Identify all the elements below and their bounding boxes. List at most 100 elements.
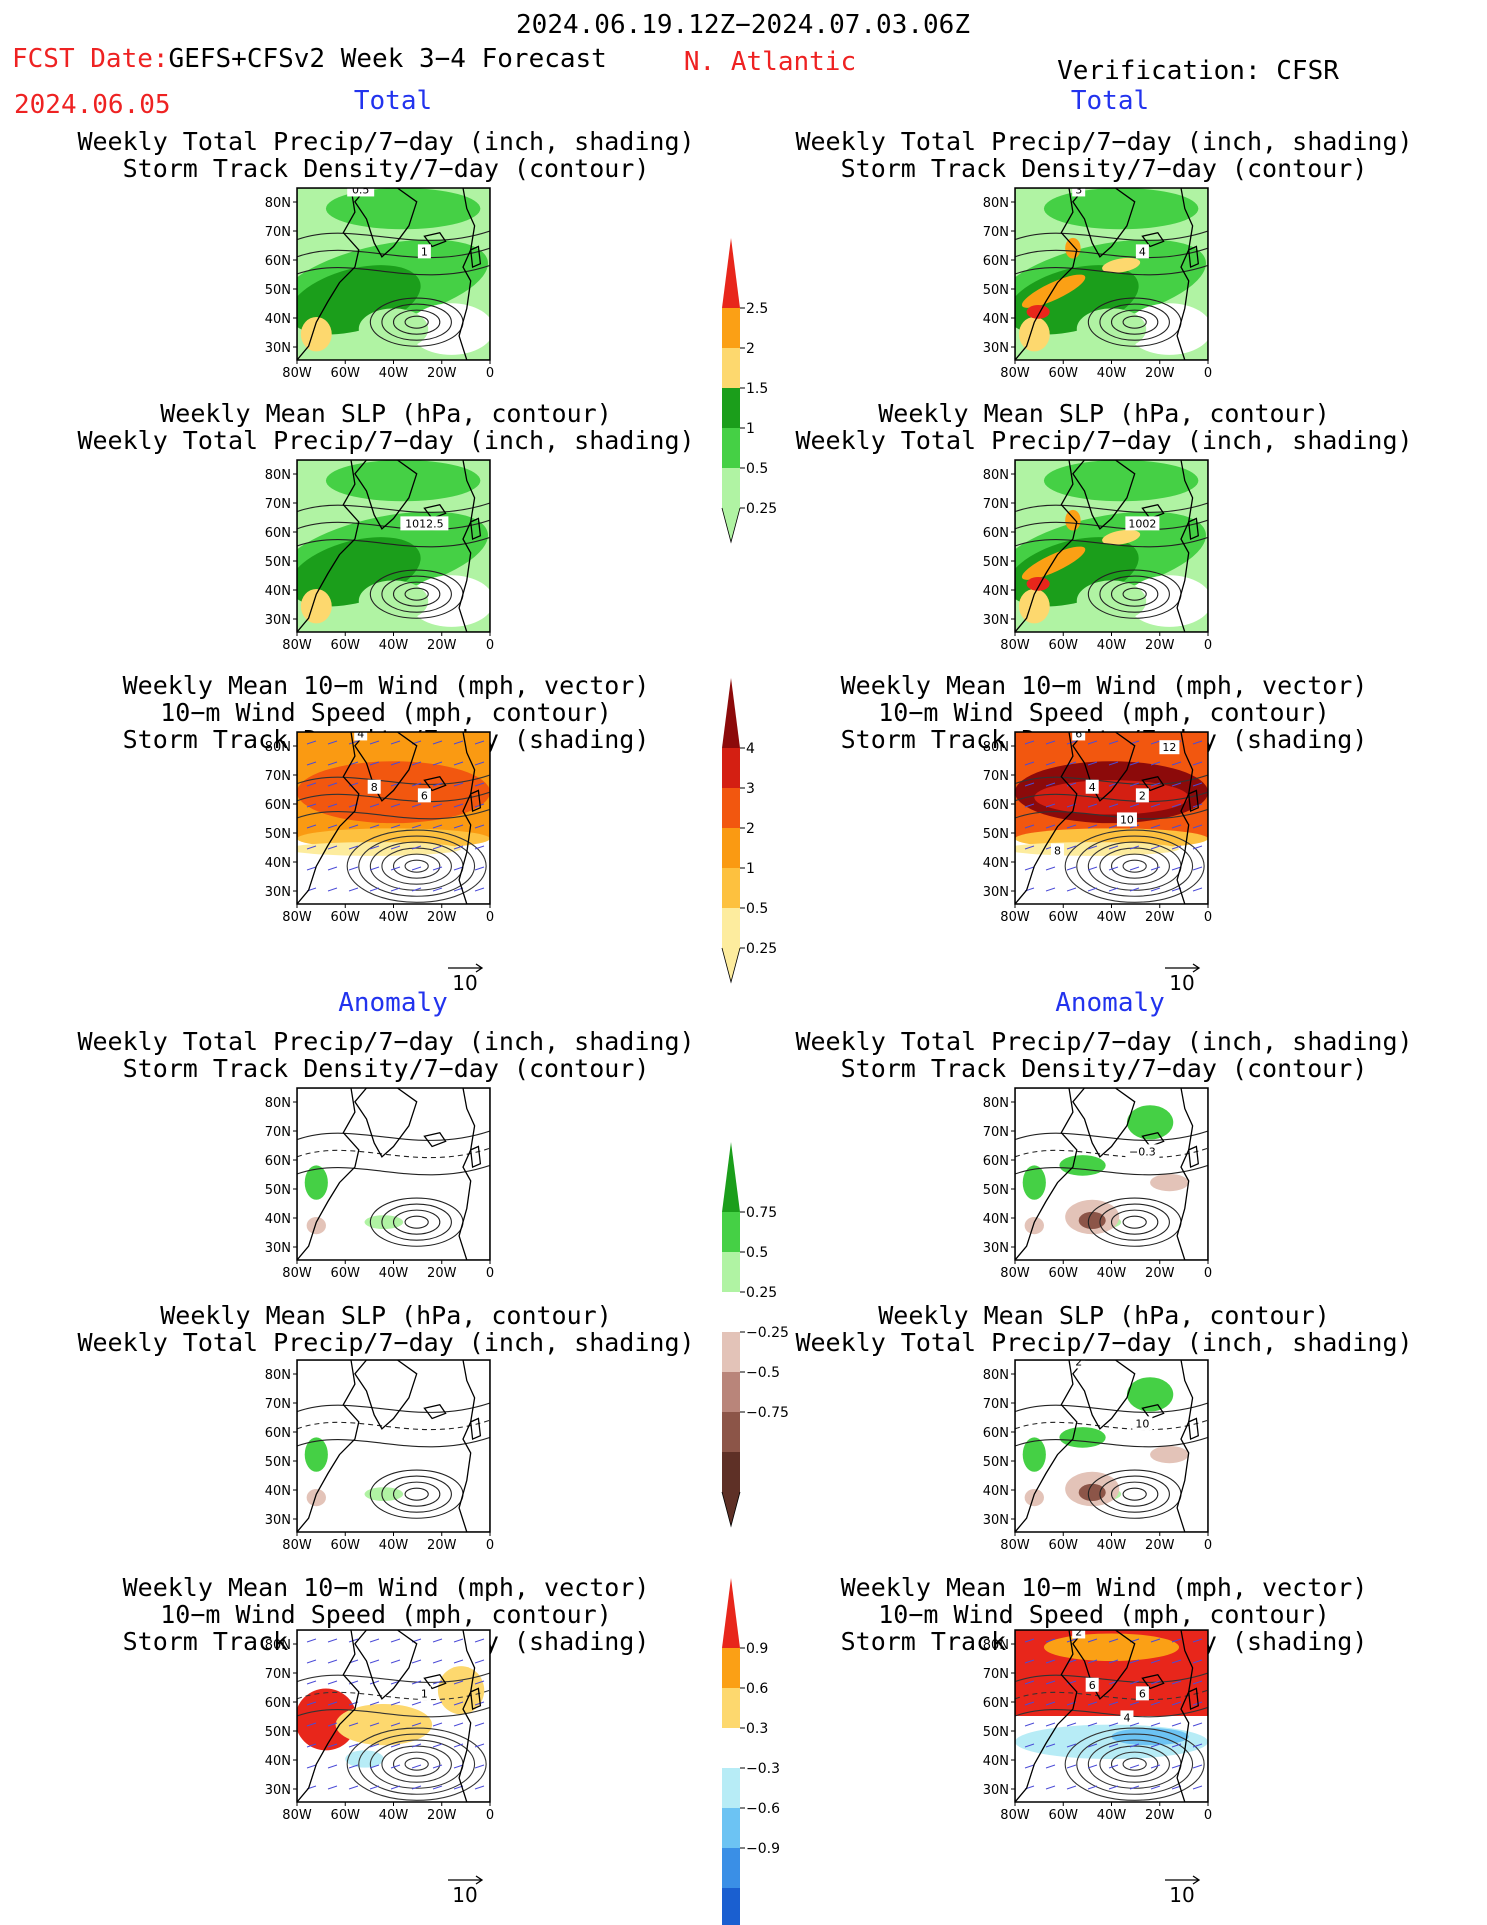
contour-line (381, 303, 452, 341)
colorbar-label: 0.6 (746, 1681, 768, 1697)
lon-label: 20W (1145, 910, 1175, 925)
wind-vector (1045, 1659, 1056, 1664)
colorbar-label: 0.3 (746, 1721, 768, 1737)
vector-reference-label: 10 (452, 971, 477, 995)
contour-line (381, 575, 452, 613)
wind-vector (1150, 866, 1161, 871)
lon-label: 0 (1204, 910, 1212, 925)
lat-label: 80N (983, 1368, 1009, 1383)
wind-vector (369, 1701, 380, 1706)
greenland-coast (354, 188, 418, 258)
wind-vector (432, 803, 443, 808)
colorbar-swatch (722, 428, 740, 468)
wind-vector (1171, 845, 1182, 850)
wind-vector (1171, 1659, 1182, 1664)
wind-vector (1087, 866, 1098, 871)
fcst-date-label: FCST Date:GEFS+CFSv2 Week 3−4 Forecast (12, 44, 607, 74)
contour-line (381, 1745, 452, 1783)
greenland-coast (1072, 1630, 1136, 1700)
contour-line (297, 774, 490, 785)
wind-vector (1024, 845, 1035, 850)
wind-vector (453, 1743, 464, 1748)
north-america-coast (297, 732, 360, 904)
lon-label: 20W (1145, 638, 1175, 653)
lon-label: 80W (1000, 1808, 1030, 1823)
map-content: 6 4 8 (297, 727, 490, 904)
wind-vector (1066, 866, 1077, 871)
wind-vector (1129, 1722, 1140, 1727)
contour-label-box (354, 732, 368, 741)
wind-vector (1045, 1680, 1056, 1685)
title-verification-precip-storm: Weekly Total Precip/7−day (inch, shading… (795, 127, 1413, 183)
contour-line (1015, 536, 1208, 548)
wind-vector (306, 761, 317, 766)
wind-vector (1024, 1722, 1035, 1727)
lat-label: 50N (983, 827, 1009, 842)
british-isles-coast (1188, 1417, 1199, 1441)
lon-label: 60W (1049, 910, 1079, 925)
british-isles-coast (470, 1417, 482, 1441)
wind-vector (1150, 1764, 1161, 1769)
anomaly-shading (1078, 1211, 1106, 1230)
europe-africa-coast (1176, 1088, 1208, 1260)
map-panel-forecast-slp-anom: 80N 70N 60N 50N 40N 30N 80W 60W 40W 20W 0 (265, 1359, 494, 1553)
contour-line (1064, 1727, 1205, 1801)
wind-vector (327, 845, 338, 850)
lat-label: 40N (265, 1212, 291, 1227)
map-content: 2 6 4 10 8 12 (1015, 732, 1208, 904)
contour-line (381, 1203, 452, 1241)
wind-vector (1108, 824, 1119, 829)
contour-line (392, 1751, 441, 1777)
lon-label: 40W (379, 910, 409, 925)
wind-vector (453, 803, 464, 808)
wind-vector (474, 1659, 485, 1664)
wind-vector (474, 761, 485, 766)
lon-label: 40W (1097, 1808, 1127, 1823)
lat-label: 30N (983, 1241, 1009, 1256)
british-isles-coast (470, 517, 482, 541)
vector-reference-arrow (1165, 963, 1201, 973)
vector-reference: 10 (448, 963, 484, 995)
contour-line (1110, 581, 1159, 607)
north-america-coast (1015, 1630, 1078, 1802)
wind-vector (1129, 803, 1140, 808)
contour-label: 4 (1139, 245, 1146, 258)
wind-vector (369, 1722, 380, 1727)
anomaly-shading (1015, 1360, 1208, 1532)
wind-vector (432, 824, 443, 829)
map-panel-verification-wind-total: 2 6 4 10 8 12 80N 70N 60N 50N 40N 30N 80W 60W 40W 20W 0 (983, 731, 1212, 925)
wind-vector (1108, 1764, 1119, 1769)
north-america-coast (1015, 188, 1078, 360)
lat-label: 60N (983, 1426, 1009, 1441)
colorbar-label: 2 (746, 821, 755, 837)
wind-vector (1024, 1659, 1035, 1664)
british-isles-coast (1188, 245, 1199, 269)
anomaly-shading (1024, 1217, 1044, 1235)
iceland-coast (1141, 1403, 1165, 1420)
greenland-coast (1072, 1360, 1136, 1430)
wind-vector (390, 1638, 401, 1643)
contour-line (297, 502, 490, 513)
contour-line (404, 1757, 429, 1771)
contour-label: 4 (357, 727, 364, 740)
wind-vector (453, 1659, 464, 1664)
contour-line (1122, 1215, 1147, 1229)
lon-label: 0 (1204, 366, 1212, 381)
lon-label: 80W (282, 1266, 312, 1281)
lat-label: 40N (265, 1484, 291, 1499)
contour-line (1110, 1481, 1159, 1507)
lon-label: 60W (1049, 1538, 1079, 1553)
contour-line (1015, 808, 1208, 820)
forecast-total-label: Total (353, 86, 433, 116)
wind-vector (327, 1785, 338, 1790)
contour-label: 4 (1089, 781, 1096, 794)
anomaly-shading (1024, 1489, 1044, 1507)
title-verification-wind-storm: Weekly Mean 10−m Wind (mph, vector) 10−m … (840, 671, 1368, 754)
wind-vector (1087, 845, 1098, 850)
lat-label: 30N (265, 1241, 291, 1256)
title-forecast-anom-precip-storm: Weekly Total Precip/7−day (inch, shading… (77, 1027, 695, 1083)
wind-vector (390, 824, 401, 829)
wind-vector (411, 1722, 422, 1727)
colorbar-label: 1.5 (746, 381, 768, 397)
map-content: 43 (1015, 188, 1208, 360)
